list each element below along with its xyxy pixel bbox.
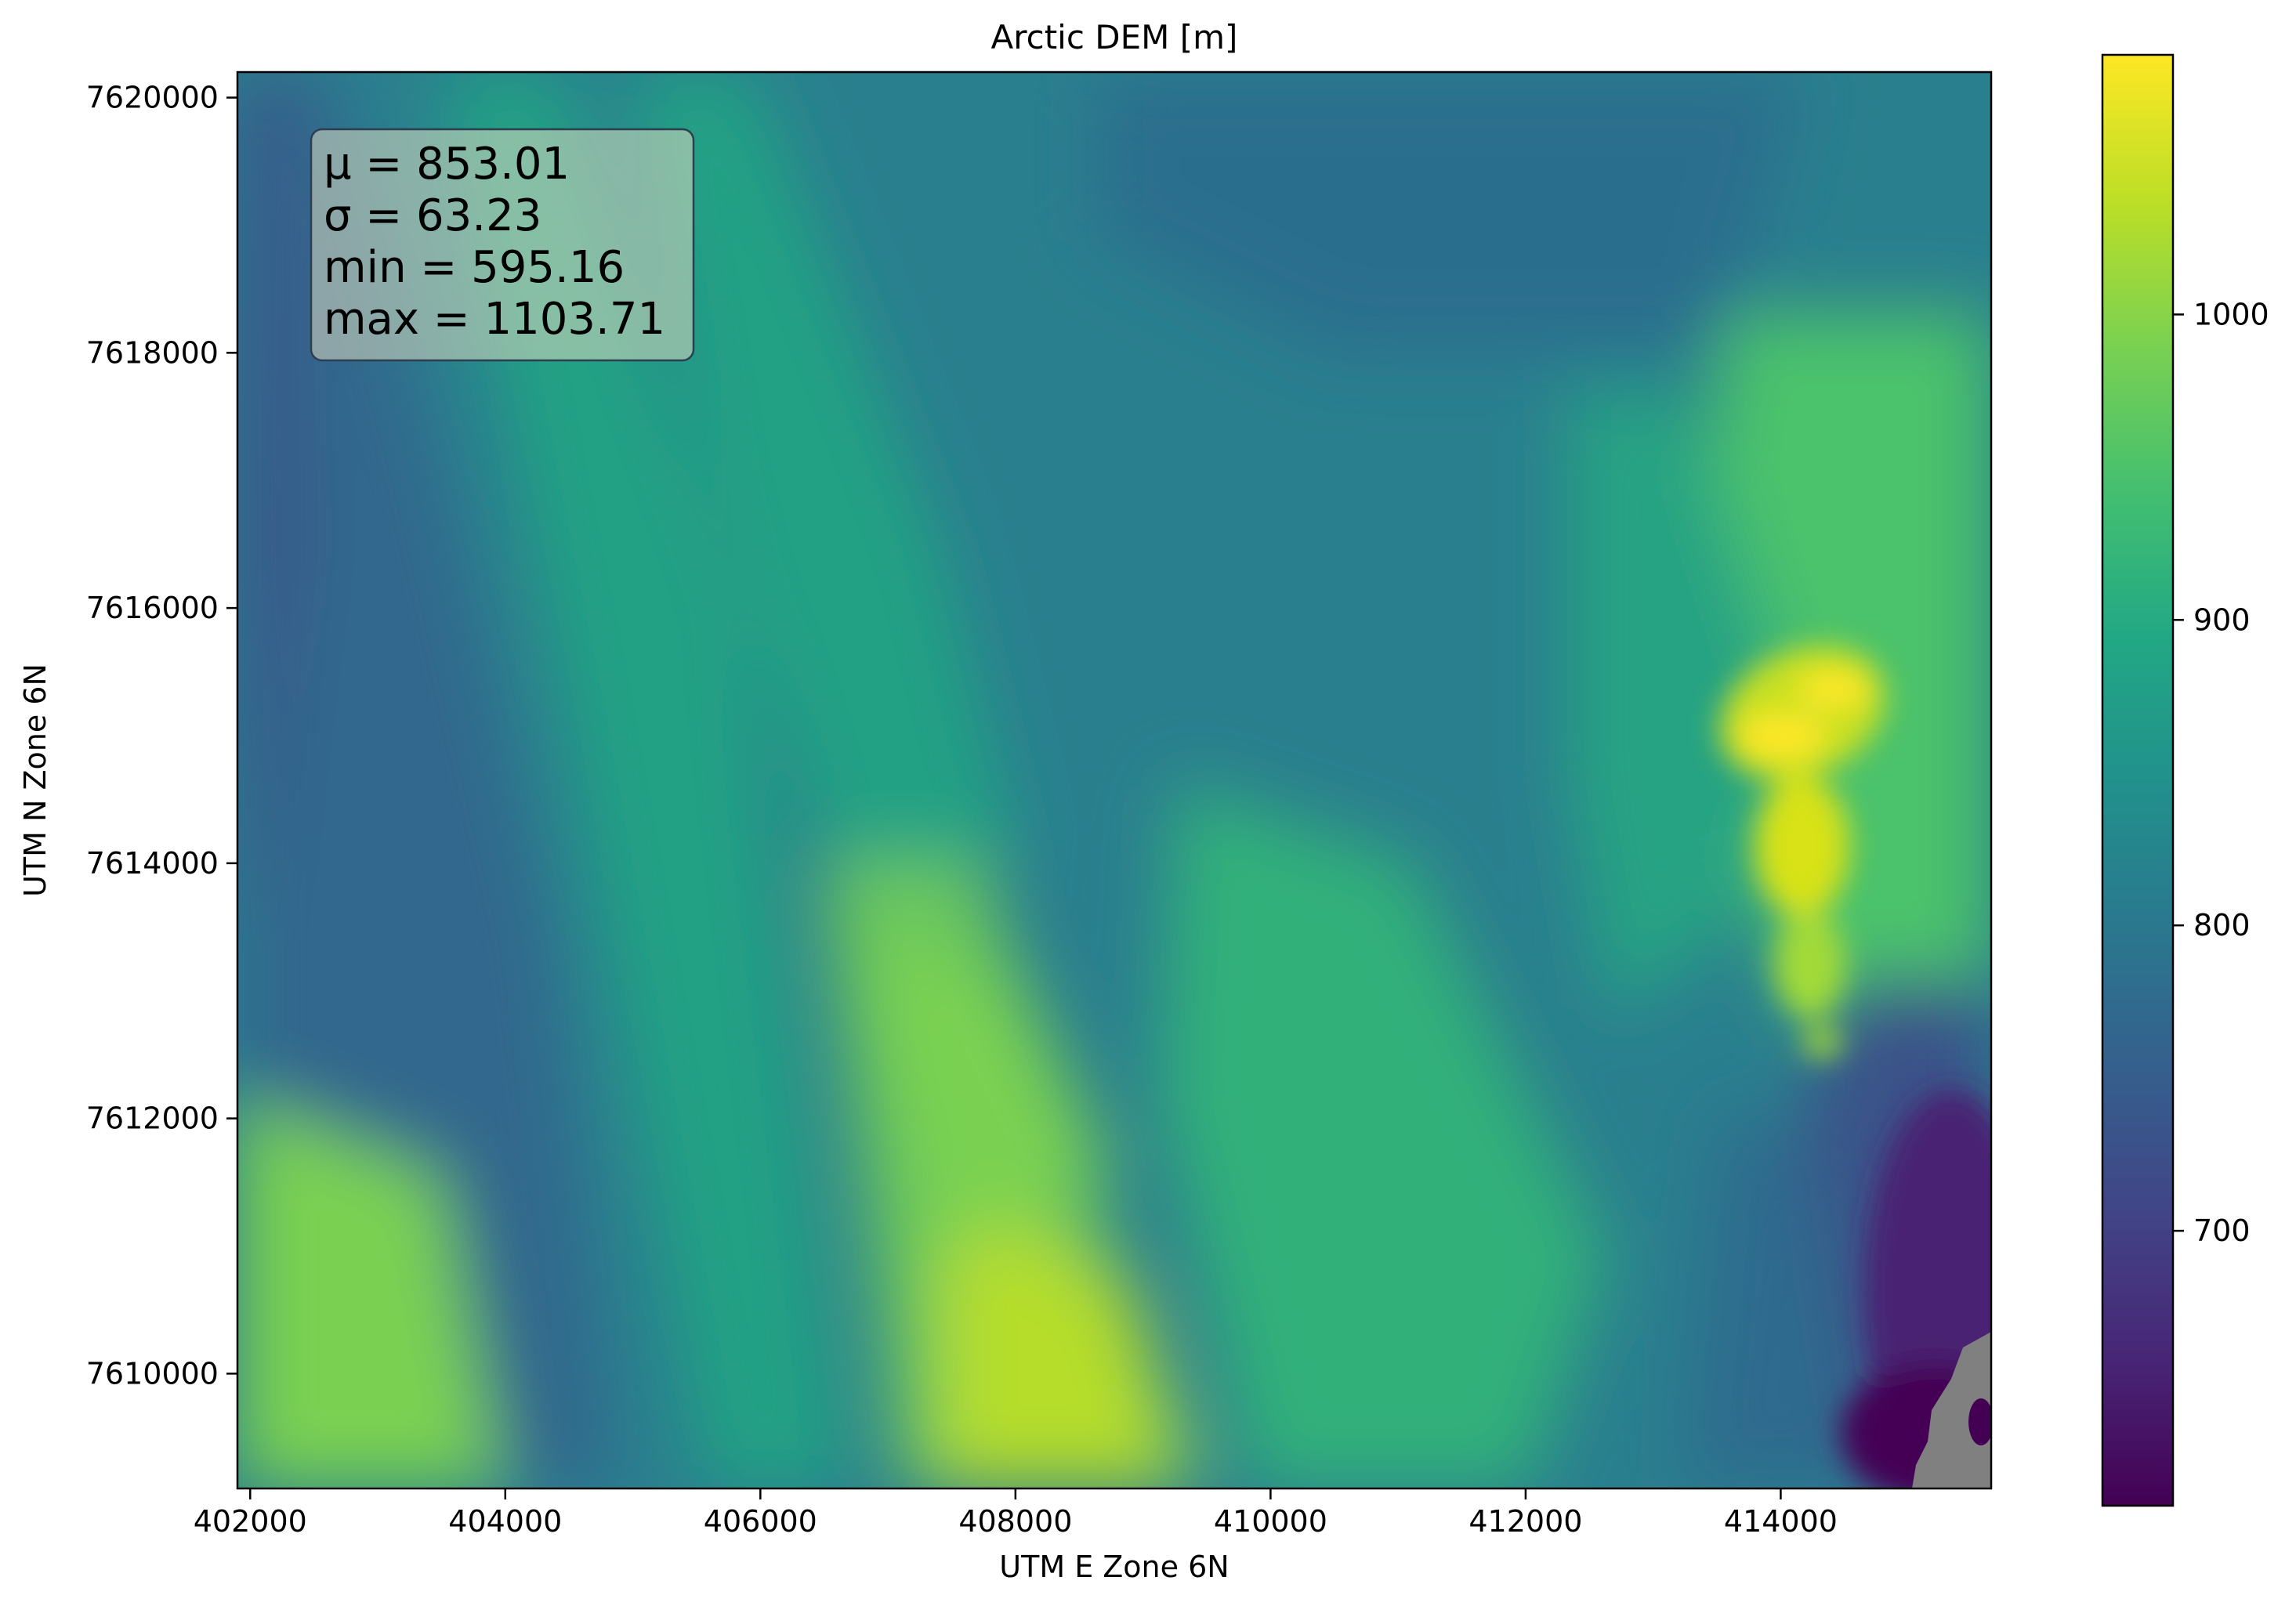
dem-band (940, 1175, 1175, 1488)
x-axis: 402000 404000 406000 408000 410000 412000 4140… (194, 1488, 1838, 1539)
dem-band (1097, 72, 1802, 353)
dem-heatmap (237, 72, 1991, 1488)
dem-band (1685, 1097, 1865, 1488)
colorbar-tick-label: 1000 (2193, 297, 2269, 331)
plot-frame (236, 71, 1993, 1490)
dem-peak (1755, 776, 1849, 917)
dem-band (237, 72, 298, 940)
dem-band (862, 940, 1113, 1253)
x-tick-label: 410000 (1214, 1504, 1327, 1539)
y-tick-label: 7618000 (86, 335, 219, 370)
y-tick-label: 7612000 (86, 1101, 219, 1136)
colorbar (2101, 53, 2175, 1507)
y-tick-label: 7620000 (86, 81, 219, 115)
x-tick-label: 406000 (704, 1504, 817, 1539)
chart-title: Arctic DEM [m] (991, 18, 1238, 56)
stats-box-background (310, 128, 695, 362)
x-tick-label: 408000 (958, 1504, 1072, 1539)
x-tick-label: 404000 (448, 1504, 562, 1539)
x-tick-label: 412000 (1468, 1504, 1582, 1539)
colorbar-tick-label: 900 (2193, 602, 2251, 637)
dem-band (627, 72, 1019, 862)
dem-peak (1740, 713, 1826, 760)
y-tick-label: 7616000 (86, 591, 219, 625)
x-axis-label: UTM E Zone 6N (999, 1550, 1229, 1584)
stats-mean: μ = 853.01 (324, 139, 570, 190)
dem-peak (1802, 1026, 1842, 1058)
colorbar-tick-label: 700 (2193, 1214, 2251, 1248)
dem-peak (1775, 909, 1845, 1018)
dem-band (439, 72, 846, 1488)
colorbar-tick-label: 800 (2193, 908, 2251, 942)
nodata-region (1912, 1332, 1991, 1488)
dem-band (1567, 392, 1802, 1018)
dem-valley (1968, 1398, 1991, 1445)
stats-max: max = 1103.71 (324, 294, 665, 345)
dem-band (1160, 783, 1606, 1488)
x-tick-label: 414000 (1724, 1504, 1838, 1539)
colorbar-axis: 700 800 900 1000 (2173, 297, 2269, 1248)
y-axis-label: UTM N Zone 6N (18, 664, 53, 897)
dem-band (237, 1097, 502, 1488)
y-tick-label: 7614000 (86, 846, 219, 881)
y-tick-label: 7610000 (86, 1356, 219, 1391)
stats-box: μ = 853.01 σ = 63.23 min = 595.16 max = … (310, 128, 695, 362)
y-axis: 7610000 7612000 7614000 7616000 7618000 76200… (86, 81, 237, 1391)
x-tick-label: 402000 (194, 1504, 307, 1539)
stats-min: min = 595.16 (324, 242, 625, 293)
stats-std: σ = 63.23 (324, 190, 541, 241)
dem-peak (1798, 670, 1869, 709)
